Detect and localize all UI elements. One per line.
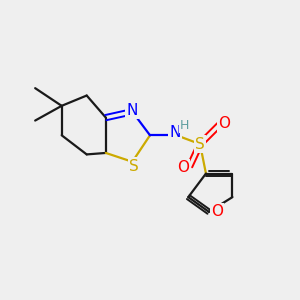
Text: H: H (180, 119, 189, 132)
Text: O: O (211, 204, 223, 219)
Text: S: S (129, 159, 139, 174)
Text: N: N (127, 103, 138, 118)
Text: S: S (195, 136, 205, 152)
Text: O: O (177, 160, 189, 175)
Text: N: N (169, 125, 181, 140)
Text: O: O (218, 116, 230, 131)
